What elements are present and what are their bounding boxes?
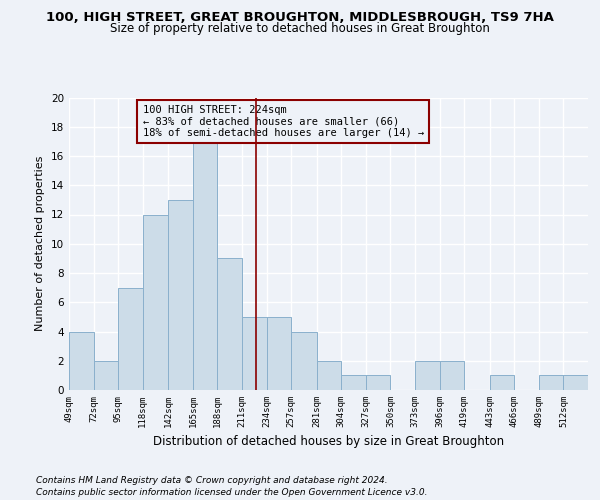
Bar <box>317 361 341 390</box>
Bar <box>266 317 291 390</box>
Bar <box>69 332 94 390</box>
X-axis label: Distribution of detached houses by size in Great Broughton: Distribution of detached houses by size … <box>153 436 504 448</box>
Bar <box>341 376 366 390</box>
Bar <box>169 200 193 390</box>
Bar <box>563 376 588 390</box>
Bar <box>539 376 563 390</box>
Text: Contains HM Land Registry data © Crown copyright and database right 2024.: Contains HM Land Registry data © Crown c… <box>36 476 388 485</box>
Bar <box>118 288 143 390</box>
Bar <box>291 332 317 390</box>
Bar <box>440 361 464 390</box>
Bar <box>366 376 391 390</box>
Text: Contains public sector information licensed under the Open Government Licence v3: Contains public sector information licen… <box>36 488 427 497</box>
Text: Size of property relative to detached houses in Great Broughton: Size of property relative to detached ho… <box>110 22 490 35</box>
Text: 100, HIGH STREET, GREAT BROUGHTON, MIDDLESBROUGH, TS9 7HA: 100, HIGH STREET, GREAT BROUGHTON, MIDDL… <box>46 11 554 24</box>
Bar <box>193 142 217 390</box>
Bar <box>242 317 266 390</box>
Bar <box>94 361 118 390</box>
Bar <box>490 376 514 390</box>
Bar <box>415 361 440 390</box>
Bar <box>217 258 242 390</box>
Bar <box>143 214 169 390</box>
Text: 100 HIGH STREET: 224sqm
← 83% of detached houses are smaller (66)
18% of semi-de: 100 HIGH STREET: 224sqm ← 83% of detache… <box>143 105 424 138</box>
Y-axis label: Number of detached properties: Number of detached properties <box>35 156 46 332</box>
